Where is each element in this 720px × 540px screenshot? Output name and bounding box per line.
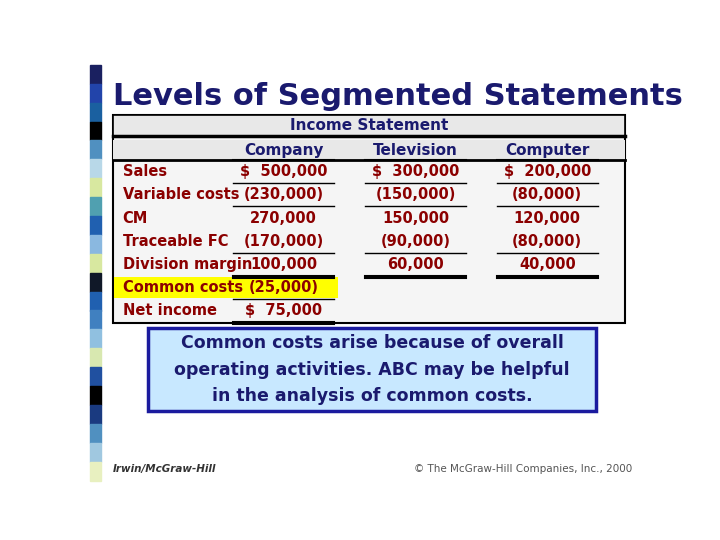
Text: Income Statement: Income Statement <box>290 118 448 133</box>
Bar <box>90 424 101 443</box>
Text: CM: CM <box>122 211 148 226</box>
Bar <box>90 159 101 178</box>
Bar <box>90 84 101 103</box>
Bar <box>90 273 101 292</box>
Bar <box>90 140 101 159</box>
Bar <box>90 348 101 367</box>
Bar <box>90 292 101 310</box>
Text: $  300,000: $ 300,000 <box>372 164 459 179</box>
Text: Net income: Net income <box>122 303 217 318</box>
Bar <box>90 235 101 254</box>
Text: Television: Television <box>373 143 458 158</box>
Bar <box>90 462 101 481</box>
Text: Variable costs: Variable costs <box>122 187 239 202</box>
Bar <box>90 386 101 405</box>
Bar <box>148 328 596 411</box>
Bar <box>90 367 101 386</box>
Text: $  500,000: $ 500,000 <box>240 164 328 179</box>
Text: (80,000): (80,000) <box>512 187 582 202</box>
Text: 150,000: 150,000 <box>382 211 449 226</box>
Text: Company: Company <box>244 143 323 158</box>
Text: © The McGraw-Hill Companies, Inc., 2000: © The McGraw-Hill Companies, Inc., 2000 <box>414 464 632 475</box>
Text: Division margin: Division margin <box>122 256 252 272</box>
Bar <box>90 216 101 235</box>
Text: Irwin/McGraw-Hill: Irwin/McGraw-Hill <box>113 464 217 475</box>
Text: 270,000: 270,000 <box>251 211 318 226</box>
Text: Computer: Computer <box>505 143 590 158</box>
Bar <box>90 178 101 197</box>
Text: (25,000): (25,000) <box>248 280 319 295</box>
Text: (90,000): (90,000) <box>380 234 451 248</box>
Bar <box>90 329 101 348</box>
Bar <box>90 65 101 84</box>
Text: Traceable FC: Traceable FC <box>122 234 228 248</box>
Bar <box>90 254 101 273</box>
Bar <box>113 115 625 323</box>
Text: $  75,000: $ 75,000 <box>246 303 323 318</box>
Text: 120,000: 120,000 <box>514 211 581 226</box>
Text: Sales: Sales <box>122 164 166 179</box>
Text: (80,000): (80,000) <box>512 234 582 248</box>
Text: (230,000): (230,000) <box>243 187 324 202</box>
Bar <box>90 197 101 216</box>
Text: Levels of Segmented Statements: Levels of Segmented Statements <box>113 82 683 111</box>
Bar <box>113 140 625 160</box>
Text: (150,000): (150,000) <box>375 187 456 202</box>
Text: 100,000: 100,000 <box>250 256 318 272</box>
Text: Common costs: Common costs <box>122 280 243 295</box>
Bar <box>113 115 625 137</box>
Bar <box>90 122 101 140</box>
Text: $  200,000: $ 200,000 <box>503 164 591 179</box>
Bar <box>90 405 101 424</box>
Text: (170,000): (170,000) <box>243 234 324 248</box>
Text: 40,000: 40,000 <box>519 256 575 272</box>
Bar <box>90 443 101 462</box>
Bar <box>90 103 101 122</box>
Text: Common costs arise because of overall
operating activities. ABC may be helpful
i: Common costs arise because of overall op… <box>174 334 570 405</box>
Bar <box>90 310 101 329</box>
Text: 60,000: 60,000 <box>387 256 444 272</box>
Bar <box>114 276 338 298</box>
